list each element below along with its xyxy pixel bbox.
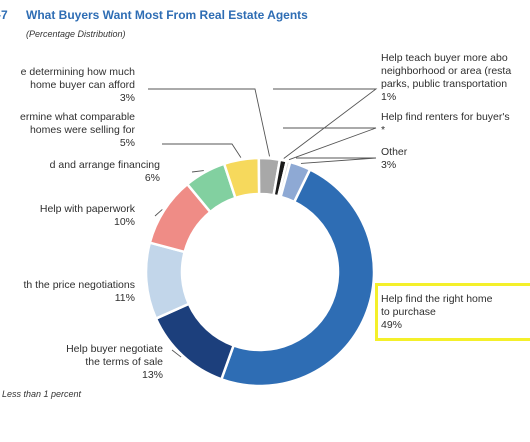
- chart-title: What Buyers Want Most From Real Estate A…: [26, 8, 308, 22]
- highlight-box: [375, 283, 530, 341]
- slice-label-line: ermine what comparable: [20, 111, 135, 123]
- slice-label-8: Help find renters for buyer's *: [381, 111, 510, 137]
- slice-label-line: d and arrange financing: [49, 159, 160, 171]
- slice-label-line: Help find renters for buyer's: [381, 111, 510, 123]
- slice-label-line: Other: [381, 146, 408, 158]
- slice-value-label: 13%: [141, 369, 163, 381]
- slice-value-label: 3%: [119, 92, 135, 104]
- footnote: Less than 1 percent: [2, 389, 82, 399]
- slice-label-9: Other 3%: [381, 146, 407, 172]
- leader-line-7: [273, 88, 378, 159]
- figure-number: -7: [0, 8, 8, 22]
- slice-label-5: ermine what comparable homes were selling…: [0, 111, 135, 150]
- slice-label-line: to purchase: [381, 306, 436, 318]
- leader-line-3: [154, 209, 163, 217]
- slice-value-label: 3%: [381, 159, 397, 171]
- slice-label-0: Help find the right home to purchase 49%: [381, 293, 492, 332]
- slice-label-1: Help buyer negotiate the terms of sale 13%: [0, 343, 163, 382]
- slice-value-label: 10%: [113, 216, 135, 228]
- leader-line-6: [148, 88, 270, 157]
- slice-label-4: d and arrange financing 6%: [0, 159, 160, 185]
- slice-value-label: 11%: [114, 292, 135, 304]
- slice-label-line: homes were selling for: [29, 124, 135, 136]
- slice-label-6: e determining how much home buyer can aff…: [0, 66, 135, 105]
- slice-label-line: Help with paperwork: [39, 203, 135, 215]
- leader-line-5: [162, 143, 242, 158]
- slice-label-line: Help find the right home: [381, 293, 493, 305]
- slice-value-label: 6%: [144, 172, 160, 184]
- slice-2: [144, 241, 191, 321]
- slice-0: [219, 167, 376, 388]
- slice-1: [154, 302, 236, 381]
- slice-label-3: Help with paperwork 10%: [0, 203, 135, 229]
- slice-label-line: the terms of sale: [85, 356, 163, 368]
- slice-9: [279, 160, 312, 204]
- slice-label-line: Help teach buyer more abo: [381, 52, 508, 64]
- slice-value-label: 1%: [381, 91, 397, 103]
- slice-value-label: *: [381, 124, 386, 136]
- leader-line-8: [283, 127, 377, 161]
- slice-label-2: th the price negotiations 11%: [0, 279, 136, 305]
- leader-line-9: [296, 157, 377, 164]
- leader-line-1: [171, 349, 182, 358]
- slice-value-label: 5%: [119, 137, 135, 149]
- slice-label-line: th the price negotiations: [23, 279, 136, 291]
- chart-subtitle: (Percentage Distribution): [26, 29, 126, 39]
- slice-value-label: 49%: [381, 319, 403, 331]
- leader-line-4: [191, 170, 204, 173]
- slice-label-line: e determining how much: [20, 66, 135, 78]
- slice-label-7: Help teach buyer more abo neighborhood or…: [381, 52, 511, 104]
- slice-label-line: home buyer can afford: [30, 79, 135, 91]
- slice-label-line: Help buyer negotiate: [66, 343, 163, 355]
- slice-label-line: neighborhood or area (resta: [381, 65, 512, 77]
- slice-label-line: parks, public transportation: [381, 78, 508, 90]
